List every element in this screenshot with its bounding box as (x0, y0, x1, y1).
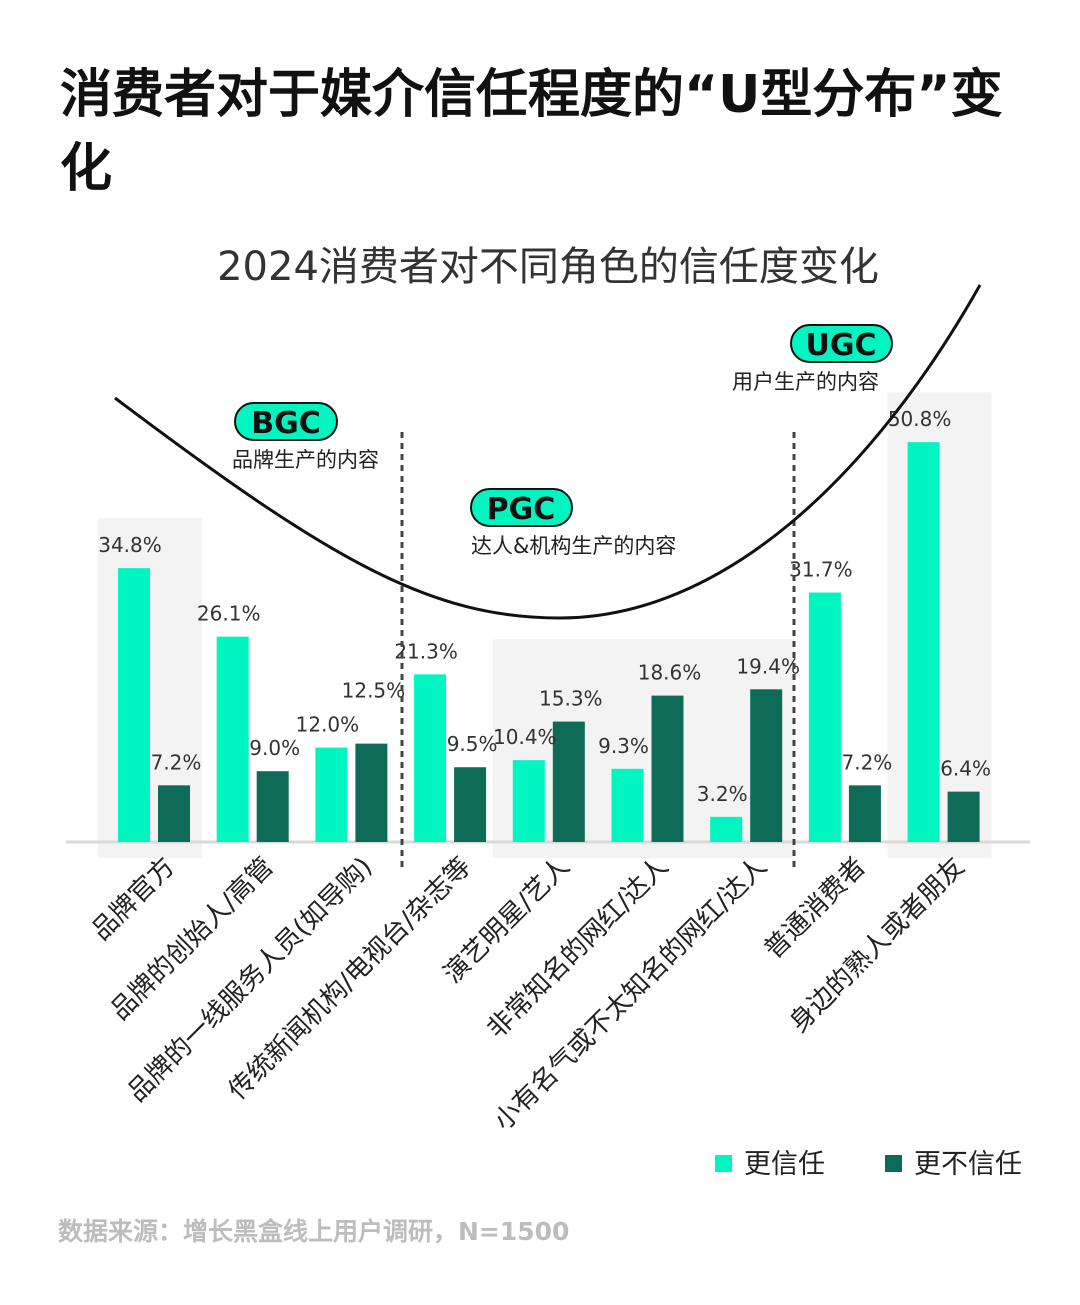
value-label: 15.3% (539, 687, 603, 711)
value-label: 6.4% (940, 757, 991, 781)
bar-trust (315, 747, 348, 842)
value-label: 9.0% (249, 736, 300, 760)
badge-ugc-label: UGC (805, 328, 876, 363)
legend-swatch-distrust (885, 1155, 902, 1172)
legend: 更信任 更不信任 (715, 1149, 1022, 1180)
badge-pgc-desc: 达人&机构生产的内容 (471, 534, 676, 558)
badge-bgc-desc: 品牌生产的内容 (232, 448, 379, 472)
legend-label-trust: 更信任 (744, 1149, 825, 1180)
value-labels: 34.8% 7.2% 26.1% 9.0%12.0% 12.5% 21.3% 9.5%10.… (98, 407, 991, 806)
value-label: 7.2% (841, 750, 892, 774)
category-label: 身边的熟人或者朋友 (784, 852, 971, 1039)
bar-distrust (355, 743, 388, 842)
value-label: 9.3% (598, 734, 649, 758)
value-label: 7.2% (151, 750, 202, 774)
category-labels: 品牌官方品牌的创始人/高管品牌的一线服务人员(如导购)传统新闻机构/电视台/杂志… (86, 852, 970, 1137)
u-curve (114, 284, 982, 620)
bar-distrust (454, 767, 487, 842)
bar-distrust (158, 785, 190, 842)
bar-distrust (848, 785, 881, 842)
bar-distrust (750, 689, 783, 842)
category-label: 品牌官方 (86, 852, 181, 947)
value-label: 34.8% (98, 533, 162, 557)
category-label: 品牌的创始人/高管 (105, 852, 279, 1026)
bar-trust (611, 768, 644, 842)
value-label: 19.4% (736, 654, 800, 678)
bar-trust (414, 674, 447, 842)
badge-bgc: BGC 品牌生产的内容 (232, 402, 379, 472)
bar-trust (907, 442, 940, 842)
value-label: 31.7% (789, 558, 853, 582)
legend-label-distrust: 更不信任 (914, 1149, 1022, 1180)
bar-distrust (256, 771, 289, 842)
bar-trust (808, 592, 841, 842)
badge-pgc-label: PGC (487, 492, 556, 527)
page-title: 消费者对于媒介信任程度的“U型分布”变化 (60, 65, 1003, 199)
value-label: 26.1% (197, 602, 261, 626)
badge-bgc-label: BGC (251, 406, 321, 441)
chart-title: 2024消费者对不同角色的信任度变化 (217, 244, 879, 290)
category-label: 非常知名的网红/达人 (482, 852, 675, 1045)
bar-trust (710, 816, 743, 842)
value-label: 21.3% (394, 639, 458, 663)
value-label: 18.6% (638, 661, 702, 685)
badge-ugc: UGC 用户生产的内容 (732, 324, 893, 394)
value-label: 12.0% (296, 713, 360, 737)
bar-trust (118, 568, 150, 842)
bar-distrust (552, 721, 585, 842)
value-label: 10.4% (493, 725, 557, 749)
bar-distrust (651, 695, 684, 842)
value-label: 12.5% (342, 679, 406, 703)
bar-trust (512, 760, 545, 842)
legend-swatch-trust (715, 1155, 732, 1172)
bars (118, 442, 980, 842)
badge-pgc: PGC 达人&机构生产的内容 (470, 488, 676, 558)
bar-distrust (947, 791, 980, 842)
badge-ugc-desc: 用户生产的内容 (732, 370, 879, 394)
value-label: 9.5% (447, 732, 498, 756)
bar-trust (216, 636, 249, 842)
value-label: 3.2% (697, 782, 748, 806)
source-note: 数据来源：增长黑盒线上用户调研，N=1500 (58, 1217, 570, 1246)
